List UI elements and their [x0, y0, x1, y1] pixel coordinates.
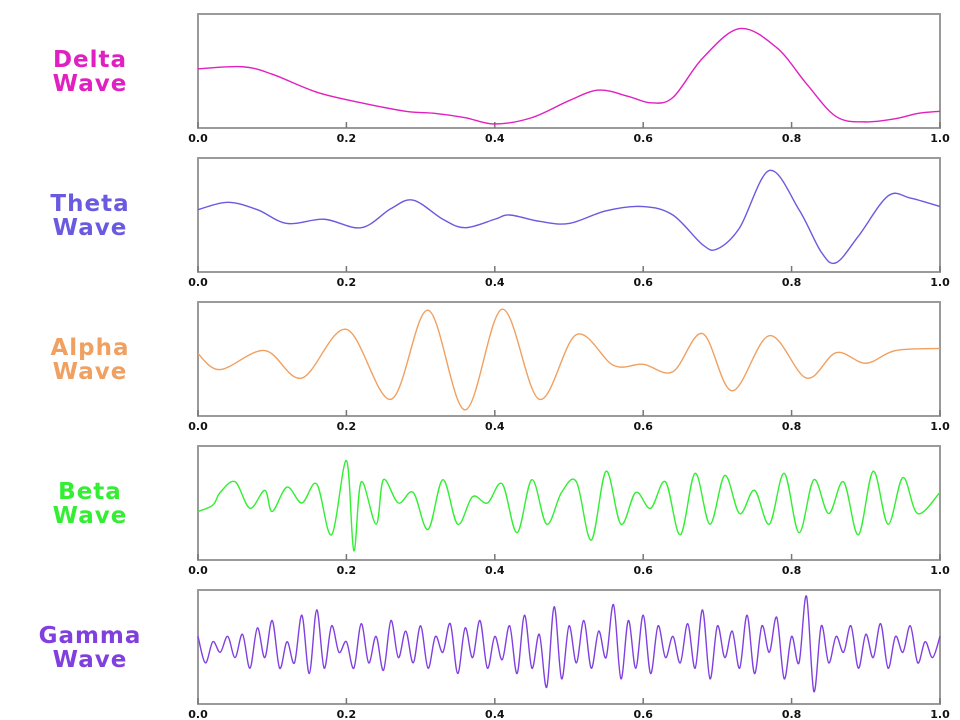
panel-1: Theta Wave 0.0 0.2 0.4 0.6 0.8 1.0	[50, 157, 950, 289]
x-tick-label: 0.6	[633, 276, 653, 289]
panel-title-line: Wave	[53, 215, 128, 241]
wave-line	[197, 459, 941, 552]
panel-title-line: Gamma	[39, 623, 142, 649]
x-tick-label: 0.4	[485, 420, 505, 433]
x-tick-label: 0.4	[485, 564, 505, 577]
panel-title-line: Theta	[50, 191, 129, 217]
x-tick-label: 0.0	[188, 132, 208, 145]
panel-0: Delta Wave 0.0 0.2 0.4 0.6 0.8 1.0	[53, 13, 950, 145]
x-tick-label: 0.6	[633, 564, 653, 577]
plot-frame	[197, 301, 941, 417]
x-tick-label: 0.8	[782, 276, 802, 289]
panel-title-line: Wave	[53, 647, 128, 673]
x-tick-label: 0.8	[782, 708, 802, 720]
x-tick-label: 0.0	[188, 564, 208, 577]
x-tick-label: 0.6	[633, 420, 653, 433]
x-tick-label: 0.2	[337, 276, 357, 289]
panel-title-line: Alpha	[50, 335, 129, 361]
panel-2: Alpha Wave 0.0 0.2 0.4 0.6 0.8 1.0	[50, 301, 950, 433]
x-tick-label: 0.0	[188, 708, 208, 720]
x-tick-label: 0.2	[337, 132, 357, 145]
panel-title-line: Delta	[53, 47, 127, 73]
wave-line	[197, 27, 941, 125]
x-tick-label: 0.0	[188, 420, 208, 433]
plot-frame	[197, 157, 941, 273]
x-tick-label: 0.8	[782, 564, 802, 577]
x-tick-label: 0.8	[782, 132, 802, 145]
panel-title-line: Wave	[53, 503, 128, 529]
x-tick-label: 0.2	[337, 564, 357, 577]
plot-frame	[197, 589, 941, 705]
plot-frame	[197, 445, 941, 561]
panel-title: Theta Wave	[50, 191, 129, 241]
wave-line	[197, 595, 941, 693]
panel-4: Gamma Wave 0.0 0.2 0.4 0.6 0.8 1.0	[39, 589, 950, 720]
panel-title: Alpha Wave	[50, 335, 129, 385]
panel-title-line: Wave	[53, 359, 128, 385]
panel-title: Gamma Wave	[39, 623, 142, 673]
x-tick-label: 0.4	[485, 276, 505, 289]
x-tick-label: 1.0	[930, 564, 950, 577]
panel-title: Beta Wave	[53, 479, 128, 529]
x-tick-label: 1.0	[930, 276, 950, 289]
x-tick-label: 0.4	[485, 708, 505, 720]
x-tick-label: 1.0	[930, 420, 950, 433]
x-tick-label: 1.0	[930, 132, 950, 145]
x-tick-label: 0.8	[782, 420, 802, 433]
x-tick-label: 0.2	[337, 708, 357, 720]
panel-title: Delta Wave	[53, 47, 128, 97]
x-tick-label: 0.6	[633, 708, 653, 720]
panel-title-line: Beta	[58, 479, 122, 505]
wave-line	[197, 169, 941, 265]
x-tick-label: 0.0	[188, 276, 208, 289]
x-tick-label: 0.2	[337, 420, 357, 433]
plot-frame	[197, 13, 941, 129]
panel-3: Beta Wave 0.0 0.2 0.4 0.6 0.8 1.0	[53, 445, 950, 577]
x-tick-label: 0.4	[485, 132, 505, 145]
x-tick-label: 0.6	[633, 132, 653, 145]
panel-title-line: Wave	[53, 71, 128, 97]
wave-line	[197, 308, 941, 411]
x-tick-label: 1.0	[930, 708, 950, 720]
